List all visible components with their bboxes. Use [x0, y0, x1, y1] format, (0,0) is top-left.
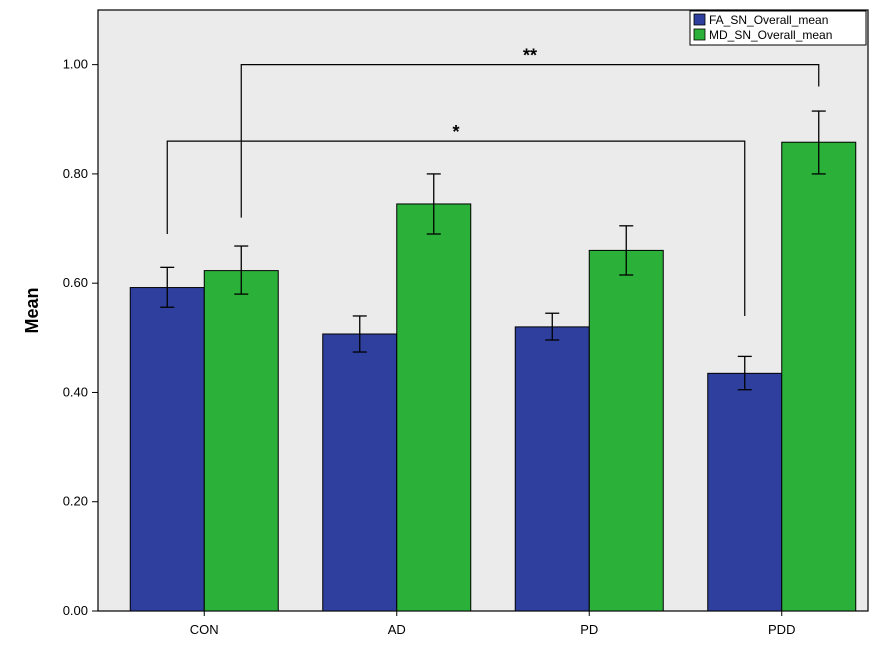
bar — [707, 372, 783, 612]
bar — [781, 141, 857, 612]
bar — [588, 249, 664, 612]
bar — [322, 333, 398, 612]
y-tick-label: 0.20 — [63, 494, 88, 509]
significance-annotations: *** — [166, 46, 820, 316]
significance-label: ** — [523, 46, 537, 66]
legend-entry: MD_SN_Overall_mean — [709, 28, 832, 42]
x-category-label: AD — [388, 622, 406, 637]
y-tick-label: 0.60 — [63, 275, 88, 290]
bar — [203, 270, 279, 612]
x-category-label: CON — [190, 622, 219, 637]
bar — [396, 203, 472, 612]
x-category-label: PDD — [768, 622, 795, 637]
error-bars-group — [160, 110, 826, 391]
legend-entry: FA_SN_Overall_mean — [709, 13, 828, 27]
legend-swatch — [693, 13, 706, 26]
x-category-label: PD — [580, 622, 598, 637]
y-axis-label: Mean — [22, 287, 42, 333]
significance-label: * — [452, 122, 459, 142]
axes-group: 0.00 0.20 0.40 0.60 0.80 1.00 CON AD PD PDD — [63, 57, 796, 637]
y-tick-label: 0.40 — [63, 384, 88, 399]
bars-group — [129, 141, 857, 612]
legend-swatch — [693, 28, 706, 41]
legend-box — [689, 10, 867, 46]
y-tick-label: 1.00 — [63, 57, 88, 72]
significance-bracket — [166, 140, 746, 316]
y-tick-label: 0.00 — [63, 603, 88, 618]
bar — [129, 287, 205, 612]
bar — [514, 326, 590, 612]
y-tick-label: 0.80 — [63, 166, 88, 181]
